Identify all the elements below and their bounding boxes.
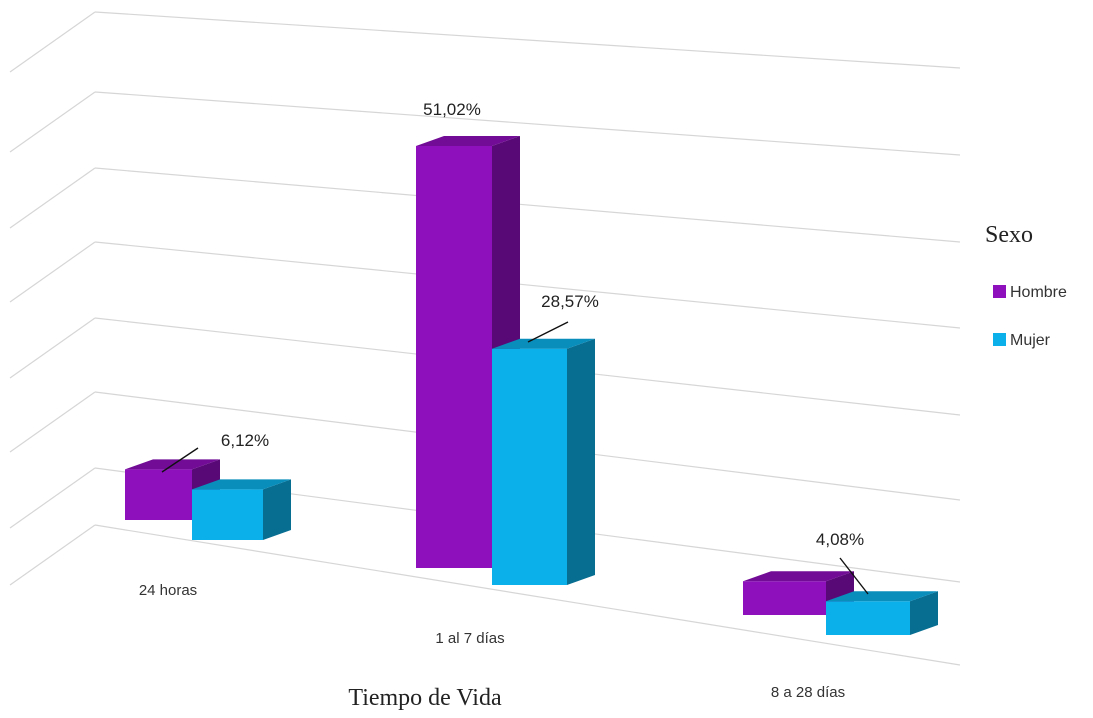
bar-mujer-3	[826, 591, 938, 635]
category-label-2: 1 al 7 días	[435, 630, 504, 647]
bar-hombre-2-front	[416, 146, 492, 568]
bar-mujer-2-side	[567, 338, 595, 585]
gridline	[94, 91, 961, 156]
bar-mujer-1-side	[263, 479, 291, 540]
category-label-3: 8 a 28 días	[771, 684, 845, 701]
legend-label-hombre: Hombre	[1010, 284, 1067, 301]
x-axis-title: Tiempo de Vida	[348, 685, 502, 711]
bar-mujer-2-front	[492, 348, 567, 585]
data-label-hombre-2: 51,02%	[423, 100, 481, 119]
data-labels: 6,12% 51,02% 28,57% 4,08%	[161, 100, 869, 595]
bar-hombre-3-front	[743, 581, 826, 615]
bar-mujer-1	[192, 479, 291, 540]
bar-hombre-2-top	[416, 136, 520, 146]
bar-hombre-1-front	[125, 469, 192, 520]
bar-mujer-3-front	[826, 601, 910, 635]
legend-swatch-hombre	[993, 285, 1006, 298]
gridline-left	[9, 391, 96, 453]
bars	[125, 136, 938, 635]
data-label-mujer-2: 28,57%	[541, 292, 599, 311]
category-labels: 24 horas 1 al 7 días 8 a 28 días	[139, 582, 845, 701]
gridline	[94, 167, 961, 243]
gridline	[94, 524, 961, 666]
gridline-left	[9, 91, 96, 153]
legend-title: Sexo	[985, 222, 1033, 248]
gridline-left	[9, 317, 96, 379]
gridline-left	[9, 241, 96, 303]
gridline	[94, 241, 961, 329]
leader-line	[161, 447, 199, 473]
gridline-left	[9, 467, 96, 529]
gridline-left	[9, 11, 96, 73]
leader-line	[839, 557, 869, 595]
bar-mujer-3-top	[826, 591, 938, 602]
leader-line	[527, 321, 569, 343]
legend-label-mujer: Mujer	[1010, 332, 1051, 349]
bar-mujer-2-top	[492, 338, 595, 349]
gridline-left	[9, 524, 96, 586]
legend: Sexo Hombre Mujer	[985, 222, 1067, 349]
bar-mujer-2	[492, 338, 595, 585]
bar-mujer-1-top	[192, 479, 291, 490]
bar-mujer-3-side	[910, 591, 938, 635]
bar-hombre-3-top	[743, 571, 854, 582]
category-label-1: 24 horas	[139, 582, 197, 599]
gridline-left	[9, 167, 96, 229]
gridline	[94, 11, 961, 69]
data-label-hombre-3: 4,08%	[816, 530, 864, 549]
data-label-hombre-1: 6,12%	[221, 431, 269, 450]
bar-mujer-1-front	[192, 489, 263, 540]
legend-swatch-mujer	[993, 333, 1006, 346]
